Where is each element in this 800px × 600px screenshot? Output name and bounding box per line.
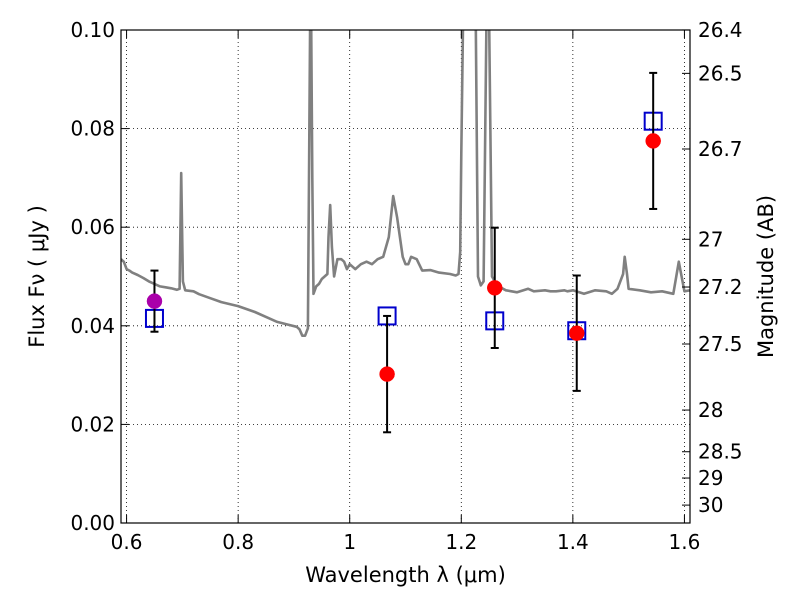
- axis-ticks: 0.6 0.8 1 1.2 1.4 1.6 0.00 0.02 0.04 0.06 0.08 0.10…: [70, 18, 742, 554]
- right-tick-label: 26.5: [698, 61, 743, 85]
- x-axis-label: Wavelength λ (μm): [305, 563, 506, 587]
- right-tick-label: 27.2: [698, 275, 743, 299]
- right-tick-label: 28: [698, 398, 723, 422]
- observed-flux-point: [569, 325, 585, 341]
- y-tick-label: 0.02: [70, 412, 115, 436]
- purple-flux-point: [146, 293, 163, 309]
- y-tick-label: 0.06: [70, 215, 115, 239]
- photometry-points: [144, 71, 663, 434]
- right-tick-label: 27.5: [698, 332, 743, 356]
- y-axis-label: Flux Fν ( μJy ): [25, 205, 49, 348]
- right-tick-label: 26.4: [698, 18, 743, 42]
- y-tick-label: 0.00: [70, 511, 115, 535]
- right-tick-label: 26.7: [698, 137, 743, 161]
- x-tick-label: 1.2: [445, 530, 477, 554]
- x-tick-label: 1.4: [557, 530, 589, 554]
- observed-flux-point: [379, 366, 395, 382]
- right-tick-label: 28.5: [698, 440, 743, 464]
- spectrum-line: [121, 30, 690, 337]
- grid: [121, 29, 690, 524]
- y-tick-label: 0.10: [70, 18, 115, 42]
- x-tick-label: 1: [343, 530, 356, 554]
- x-tick-label: 0.6: [111, 530, 143, 554]
- x-tick-label: 0.8: [222, 530, 254, 554]
- y-tick-label: 0.08: [70, 117, 115, 141]
- right-axis-label: Magnitude (AB): [754, 195, 778, 358]
- observed-flux-point: [487, 280, 503, 296]
- x-tick-label: 1.6: [669, 530, 701, 554]
- right-tick-label: 30: [698, 493, 723, 517]
- right-tick-label: 29: [698, 466, 723, 490]
- plot-frame: [120, 29, 691, 524]
- right-tick-label: 27: [698, 227, 723, 251]
- observed-flux-point: [645, 133, 661, 149]
- model-spectrum: [121, 30, 690, 337]
- y-tick-label: 0.04: [70, 314, 115, 338]
